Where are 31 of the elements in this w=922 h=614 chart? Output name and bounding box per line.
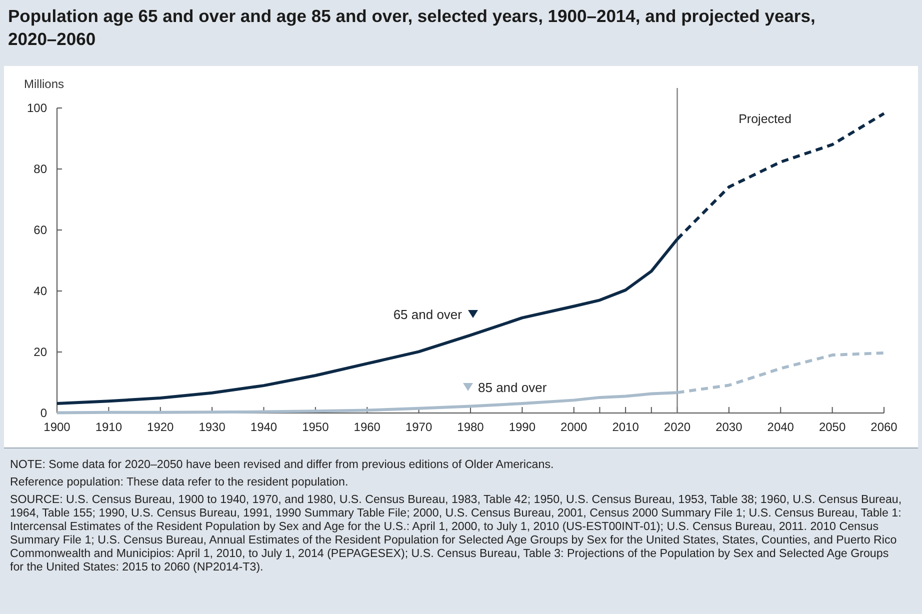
x-tick-label: 2060 <box>870 420 898 434</box>
x-tick-label: 1960 <box>354 420 381 434</box>
y-tick-label: 0 <box>40 406 48 420</box>
y-tick-label: 40 <box>34 284 48 298</box>
x-tick-label: 2010 <box>612 420 640 434</box>
chart-title: Population age 65 and over and age 85 and over, selected years, 1900–2014, and projected years, 2020–2060 <box>8 6 816 49</box>
x-tick-label: 2040 <box>767 420 794 434</box>
x-tick-label: 1930 <box>198 420 226 434</box>
x-tick-label: 1970 <box>405 420 432 434</box>
x-tick-label: 2050 <box>818 420 846 434</box>
x-tick-label: 1900 <box>44 420 71 434</box>
y-tick-label: 80 <box>34 162 48 176</box>
source-note: SOURCE: U.S. Census Bureau, 1900 to 1940, 1970, and 1980, U.S. Census Bureau, 1983, Table 42; 1950, U.S. Census Bureau, 1953, Table 38; 1960, U.S. Census Bureau, 1964, Table 155; 1990, U.S. Census Bureau, 1991, 1990 Summary Table File; 2000, U.S. Census Bureau, 2001, Census 2000 Summary File 1; U.S. Census Bureau, Table 1: Intercensal Estimates of the Resident Population by Sex and Age for the U.S.: April 1, 2000, to July 1, 2010 (US-EST00INT-01); U.S. Census Bureau, 2011. 2010 Census Summary File 1; U.S. Census Bureau, Annual Estimates of the Resident Population for Selected Age Groups by Sex for the United States, States, Counties, and Puerto Rico Commonwealth and Municipios: April 1, 2010, to July 1, 2014 (PEPAGESEX); U.S. Census Bureau, Table 3: Projections of the Population by Sex and Selected Age Groups for the United States: 2015 to 2060 (NP2014-T3). <box>10 493 902 574</box>
series-label: 65 and over <box>393 307 463 322</box>
y-axis-title: Millions <box>24 77 64 91</box>
text: NOTE: Some data for 2020–2050 have been revised and differ from previous editions of Older Americans. <box>10 458 554 471</box>
x-tick-label: 1950 <box>302 420 330 434</box>
x-tick-label: 1910 <box>95 420 122 434</box>
y-tick-label: 60 <box>34 223 48 237</box>
x-tick-label: 2000 <box>560 420 588 434</box>
y-tick-label: 20 <box>34 345 48 359</box>
x-tick-label: 1980 <box>457 420 484 434</box>
legend-label: 85 and over <box>478 380 548 395</box>
text: Reference population: These data refer to the resident population. <box>10 476 348 488</box>
x-tick-label: 2030 <box>716 420 743 434</box>
x-tick-label: 1990 <box>508 420 536 434</box>
x-tick-label: 1920 <box>147 420 174 434</box>
x-tick-label: 1940 <box>250 420 278 434</box>
x-tick-label: 2020 <box>664 420 691 434</box>
y-tick-label: 100 <box>26 101 48 115</box>
annotation: Projected <box>738 112 792 126</box>
